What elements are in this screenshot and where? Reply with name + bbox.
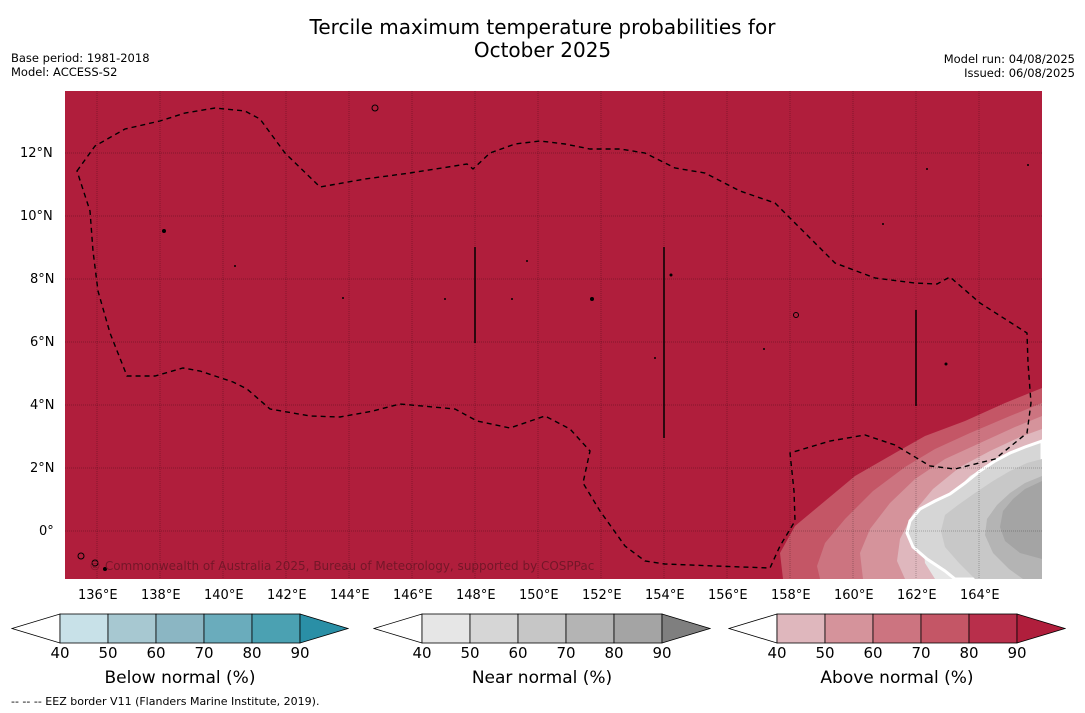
colorbar-tick: 80 bbox=[604, 644, 624, 662]
colorbar-segment bbox=[565, 613, 615, 644]
lat-label: 6°N bbox=[30, 335, 55, 350]
lat-label: 4°N bbox=[30, 398, 55, 413]
colorbar-tick: 40 bbox=[412, 644, 432, 662]
map-title-line1: Tercile maximum temperature probabilitie… bbox=[309, 15, 776, 39]
colorbar-segment bbox=[517, 613, 567, 644]
colorbar-extend-high bbox=[661, 613, 711, 644]
colorbar-segment bbox=[155, 613, 205, 644]
colorbar-extend-low bbox=[728, 613, 778, 644]
colorbar-tick: 50 bbox=[815, 644, 835, 662]
colorbar-tick: 90 bbox=[290, 644, 310, 662]
map-panel: © Commonwealth of Australia 2025, Bureau… bbox=[65, 91, 1044, 581]
colorbar bbox=[11, 613, 349, 644]
colorbar-extend-high bbox=[1016, 613, 1066, 644]
base-period: Base period: 1981-2018 bbox=[11, 51, 150, 65]
lat-label: 10°N bbox=[20, 209, 53, 224]
colorbar-tick: 70 bbox=[556, 644, 576, 662]
lon-label: 154°E bbox=[645, 588, 685, 603]
colorbar-tick: 60 bbox=[863, 644, 883, 662]
graticule bbox=[65, 91, 1042, 579]
colorbar-extend-high bbox=[299, 613, 349, 644]
colorbar-segment bbox=[203, 613, 253, 644]
colorbar-tick: 60 bbox=[146, 644, 166, 662]
colorbar-label: Above normal (%) bbox=[820, 668, 974, 688]
lon-label: 158°E bbox=[771, 588, 811, 603]
model-run: Model run: 04/08/2025 bbox=[943, 52, 1075, 66]
colorbar-label: Near normal (%) bbox=[471, 668, 613, 688]
colorbar-tick: 90 bbox=[1007, 644, 1027, 662]
issued-date: Issued: 06/08/2025 bbox=[964, 66, 1075, 80]
map-svg bbox=[65, 91, 1044, 581]
colorbar bbox=[728, 613, 1066, 644]
map-copyright: © Commonwealth of Australia 2025, Bureau… bbox=[89, 559, 595, 573]
colorbar bbox=[373, 613, 711, 644]
lat-label: 0° bbox=[39, 524, 54, 539]
lon-label: 164°E bbox=[960, 588, 1000, 603]
colorbar-segment bbox=[776, 613, 826, 644]
colorbar-extend-low bbox=[373, 613, 423, 644]
colorbar-segment bbox=[824, 613, 874, 644]
lon-label: 150°E bbox=[519, 588, 559, 603]
colorbar-segment bbox=[59, 613, 109, 644]
colorbar-segment bbox=[421, 613, 471, 644]
colorbar-tick: 40 bbox=[767, 644, 787, 662]
colorbar-tick: 70 bbox=[194, 644, 214, 662]
colorbar-tick: 60 bbox=[508, 644, 528, 662]
lon-label: 148°E bbox=[456, 588, 496, 603]
near-normal-70 bbox=[1000, 481, 1042, 559]
colorbar-segment bbox=[872, 613, 922, 644]
colorbar-segment bbox=[107, 613, 157, 644]
lon-label: 144°E bbox=[330, 588, 370, 603]
colorbar-tick: 80 bbox=[959, 644, 979, 662]
island-features bbox=[474, 247, 917, 438]
model-name: Model: ACCESS-S2 bbox=[11, 65, 118, 79]
map-title-line2: October 2025 bbox=[473, 38, 612, 62]
lon-label: 146°E bbox=[393, 588, 433, 603]
colorbar-segment bbox=[469, 613, 519, 644]
colorbar-extend-low bbox=[11, 613, 61, 644]
colorbar-tick: 90 bbox=[652, 644, 672, 662]
colorbar-tick: 40 bbox=[50, 644, 70, 662]
colorbar-tick: 50 bbox=[98, 644, 118, 662]
colorbar-segment bbox=[613, 613, 663, 644]
colorbar-segment bbox=[251, 613, 301, 644]
lon-label: 152°E bbox=[582, 588, 622, 603]
colorbar-label: Below normal (%) bbox=[104, 668, 256, 688]
colorbar-segment bbox=[920, 613, 970, 644]
lon-label: 136°E bbox=[78, 588, 118, 603]
lon-label: 142°E bbox=[267, 588, 307, 603]
lat-label: 2°N bbox=[30, 461, 55, 476]
lon-label: 140°E bbox=[204, 588, 244, 603]
eez-footer: -- -- -- EEZ border V11 (Flanders Marine… bbox=[11, 695, 320, 708]
lat-label: 12°N bbox=[20, 146, 53, 161]
colorbar-tick: 70 bbox=[911, 644, 931, 662]
lat-label: 8°N bbox=[30, 272, 55, 287]
lon-label: 162°E bbox=[897, 588, 937, 603]
lon-label: 160°E bbox=[834, 588, 874, 603]
lon-label: 156°E bbox=[708, 588, 748, 603]
islands bbox=[77, 104, 1029, 571]
colorbar-tick: 50 bbox=[460, 644, 480, 662]
colorbar-tick: 80 bbox=[242, 644, 262, 662]
colorbar-segment bbox=[968, 613, 1018, 644]
lon-label: 138°E bbox=[141, 588, 181, 603]
eez-border bbox=[76, 107, 1032, 569]
